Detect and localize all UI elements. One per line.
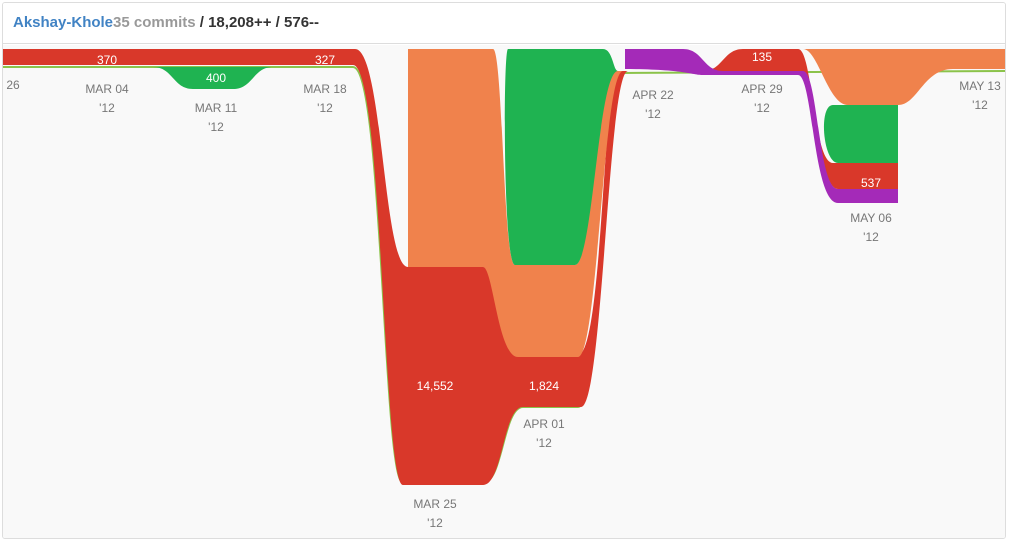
value-label: 14,552 xyxy=(417,379,454,393)
value-label: 327 xyxy=(315,53,335,67)
user-link[interactable]: Akshay-Khole xyxy=(13,14,114,31)
date-label: APR 22 xyxy=(632,88,674,102)
additions: 18,208++ xyxy=(208,14,272,31)
date-label: MAY 13 xyxy=(959,79,1001,93)
separator: / xyxy=(275,14,280,31)
year-label: '12 xyxy=(427,516,443,530)
stream-purple xyxy=(625,49,898,203)
year-label: '12 xyxy=(972,98,988,112)
date-label: MAR 25 xyxy=(413,497,457,511)
date-label: 26 xyxy=(6,78,20,92)
commit-count: 35 commits xyxy=(113,14,196,31)
date-label: MAR 11 xyxy=(195,101,238,115)
value-label: 1,824 xyxy=(529,379,559,393)
value-label: 370 xyxy=(97,53,117,67)
date-label: MAR 18 xyxy=(303,82,347,96)
value-label: 537 xyxy=(861,176,881,190)
date-label: APR 01 xyxy=(523,417,565,431)
year-label: '12 xyxy=(208,120,224,134)
date-label: APR 29 xyxy=(741,82,783,96)
year-label: '12 xyxy=(99,101,115,115)
value-label: 400 xyxy=(206,71,226,85)
year-label: '12 xyxy=(645,107,661,121)
value-label: 135 xyxy=(752,50,772,64)
header: Akshay-Khole35 commits / 18,208++ / 576-… xyxy=(3,3,1005,44)
year-label: '12 xyxy=(863,230,879,244)
date-label: MAY 06 xyxy=(850,211,892,225)
year-label: '12 xyxy=(754,101,770,115)
date-label: MAR 04 xyxy=(85,82,129,96)
stream-green xyxy=(823,105,898,163)
stream-green xyxy=(504,49,618,265)
separator: / xyxy=(199,14,204,31)
year-label: '12 xyxy=(536,436,552,450)
stream-green xyxy=(153,67,273,89)
stream-orange xyxy=(408,49,623,357)
deletions: 576-- xyxy=(284,14,320,31)
year-label: '12 xyxy=(317,101,333,115)
stream-orange xyxy=(803,49,1005,105)
stream-graph: 26 MAR 04 '12 370 MAR 11 '12 400 MAR 18 '12 327 MA… xyxy=(3,45,1005,538)
